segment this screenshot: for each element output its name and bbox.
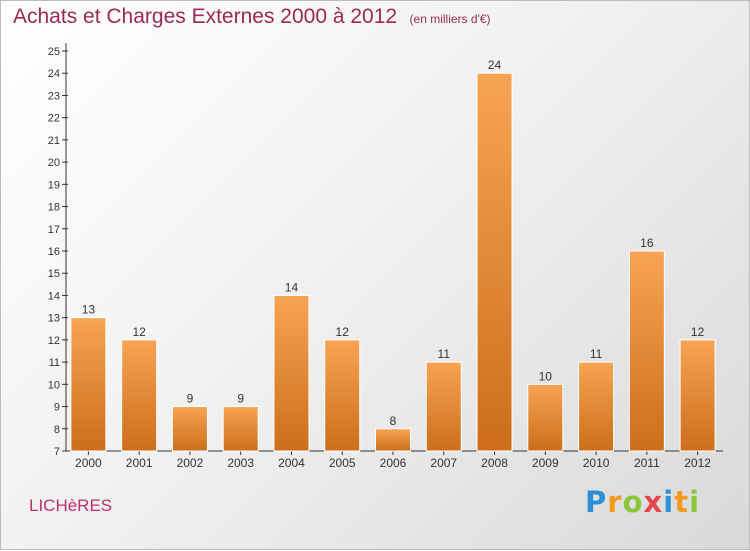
y-tick-label: 18 bbox=[48, 202, 60, 214]
chart-title: Achats et Charges Externes 2000 à 2012 bbox=[13, 5, 398, 28]
x-tick-label-2009: 2009 bbox=[532, 456, 559, 470]
data-label-2008: 24 bbox=[488, 58, 502, 72]
y-tick-label: 24 bbox=[48, 68, 60, 80]
y-tick-label: 19 bbox=[48, 179, 60, 191]
x-tick-label-2008: 2008 bbox=[481, 456, 508, 470]
bar-2010 bbox=[578, 361, 615, 452]
data-label-2006: 8 bbox=[390, 414, 397, 428]
chart-axes bbox=[62, 43, 723, 455]
logo-letter: r bbox=[607, 485, 623, 519]
logo-letter: P bbox=[585, 485, 608, 519]
y-tick-label: 16 bbox=[48, 246, 60, 258]
chart-subtitle: (en milliers d'€) bbox=[409, 12, 491, 26]
bar-2002 bbox=[171, 406, 208, 452]
logo-letter: x bbox=[643, 485, 664, 519]
bar-2001 bbox=[121, 339, 158, 452]
x-tick-label-2007: 2007 bbox=[430, 456, 457, 470]
bar-2003 bbox=[222, 406, 259, 452]
data-label-2009: 10 bbox=[539, 369, 553, 383]
data-label-2011: 16 bbox=[640, 236, 654, 250]
x-tick-label-2005: 2005 bbox=[329, 456, 356, 470]
bar-2005 bbox=[324, 339, 361, 452]
bar-2011 bbox=[628, 250, 665, 452]
y-tick-label: 8 bbox=[54, 424, 60, 436]
data-label-2000: 13 bbox=[82, 303, 96, 317]
y-tick-label: 10 bbox=[48, 379, 60, 391]
y-tick-label: 25 bbox=[48, 46, 60, 58]
y-tick-label: 13 bbox=[48, 313, 60, 325]
y-tick-label: 14 bbox=[48, 290, 60, 302]
x-tick-label-2002: 2002 bbox=[177, 456, 204, 470]
data-label-2012: 12 bbox=[691, 325, 705, 339]
bar-2009 bbox=[527, 383, 564, 452]
x-tick-label-2006: 2006 bbox=[380, 456, 407, 470]
data-label-2005: 12 bbox=[336, 325, 350, 339]
x-tick-label-2001: 2001 bbox=[126, 456, 153, 470]
y-tick-label: 21 bbox=[48, 135, 60, 147]
data-label-2007: 11 bbox=[438, 347, 451, 361]
y-tick-label: 7 bbox=[54, 446, 60, 458]
y-tick-label: 23 bbox=[48, 90, 60, 102]
bar-2012 bbox=[679, 339, 716, 452]
bar-2006 bbox=[375, 428, 411, 452]
data-label-2003: 9 bbox=[237, 392, 244, 406]
proxiti-logo: Proxiti bbox=[585, 485, 700, 519]
chart-labels: 7 8 9 10 11 12 13 14 15 16 17 18 19 20 21 22 23 24 25 13 200… bbox=[48, 46, 712, 470]
x-tick-label-2010: 2010 bbox=[583, 456, 610, 470]
logo-letter: i bbox=[663, 485, 675, 519]
data-label-2001: 12 bbox=[132, 325, 146, 339]
chart-header: Achats et Charges Externes 2000 à 2012 (… bbox=[13, 5, 491, 29]
logo-letter: i bbox=[689, 485, 701, 519]
x-tick-label-2012: 2012 bbox=[684, 456, 711, 470]
location-name: LICHèRES bbox=[29, 496, 113, 515]
y-tick-label: 22 bbox=[48, 113, 60, 125]
bar-2004 bbox=[273, 294, 310, 452]
bar-2008 bbox=[476, 72, 513, 452]
x-tick-label-2004: 2004 bbox=[278, 456, 305, 470]
logo-letter: o bbox=[622, 485, 644, 519]
data-label-2010: 11 bbox=[590, 347, 603, 361]
y-tick-label: 17 bbox=[48, 224, 60, 236]
y-tick-label: 12 bbox=[48, 335, 60, 347]
bar-2000 bbox=[70, 317, 107, 452]
y-tick-label: 15 bbox=[48, 268, 60, 280]
data-label-2004: 14 bbox=[285, 280, 299, 294]
chart-bars bbox=[70, 72, 716, 452]
y-tick-label: 9 bbox=[54, 402, 60, 414]
logo-letter: t bbox=[674, 485, 690, 519]
data-label-2002: 9 bbox=[187, 392, 194, 406]
x-tick-label-2000: 2000 bbox=[75, 456, 102, 470]
bar-2007 bbox=[425, 361, 462, 452]
x-tick-label-2003: 2003 bbox=[227, 456, 254, 470]
y-tick-label: 11 bbox=[49, 357, 60, 369]
y-tick-label: 20 bbox=[48, 157, 60, 169]
x-tick-label-2011: 2011 bbox=[634, 456, 660, 470]
